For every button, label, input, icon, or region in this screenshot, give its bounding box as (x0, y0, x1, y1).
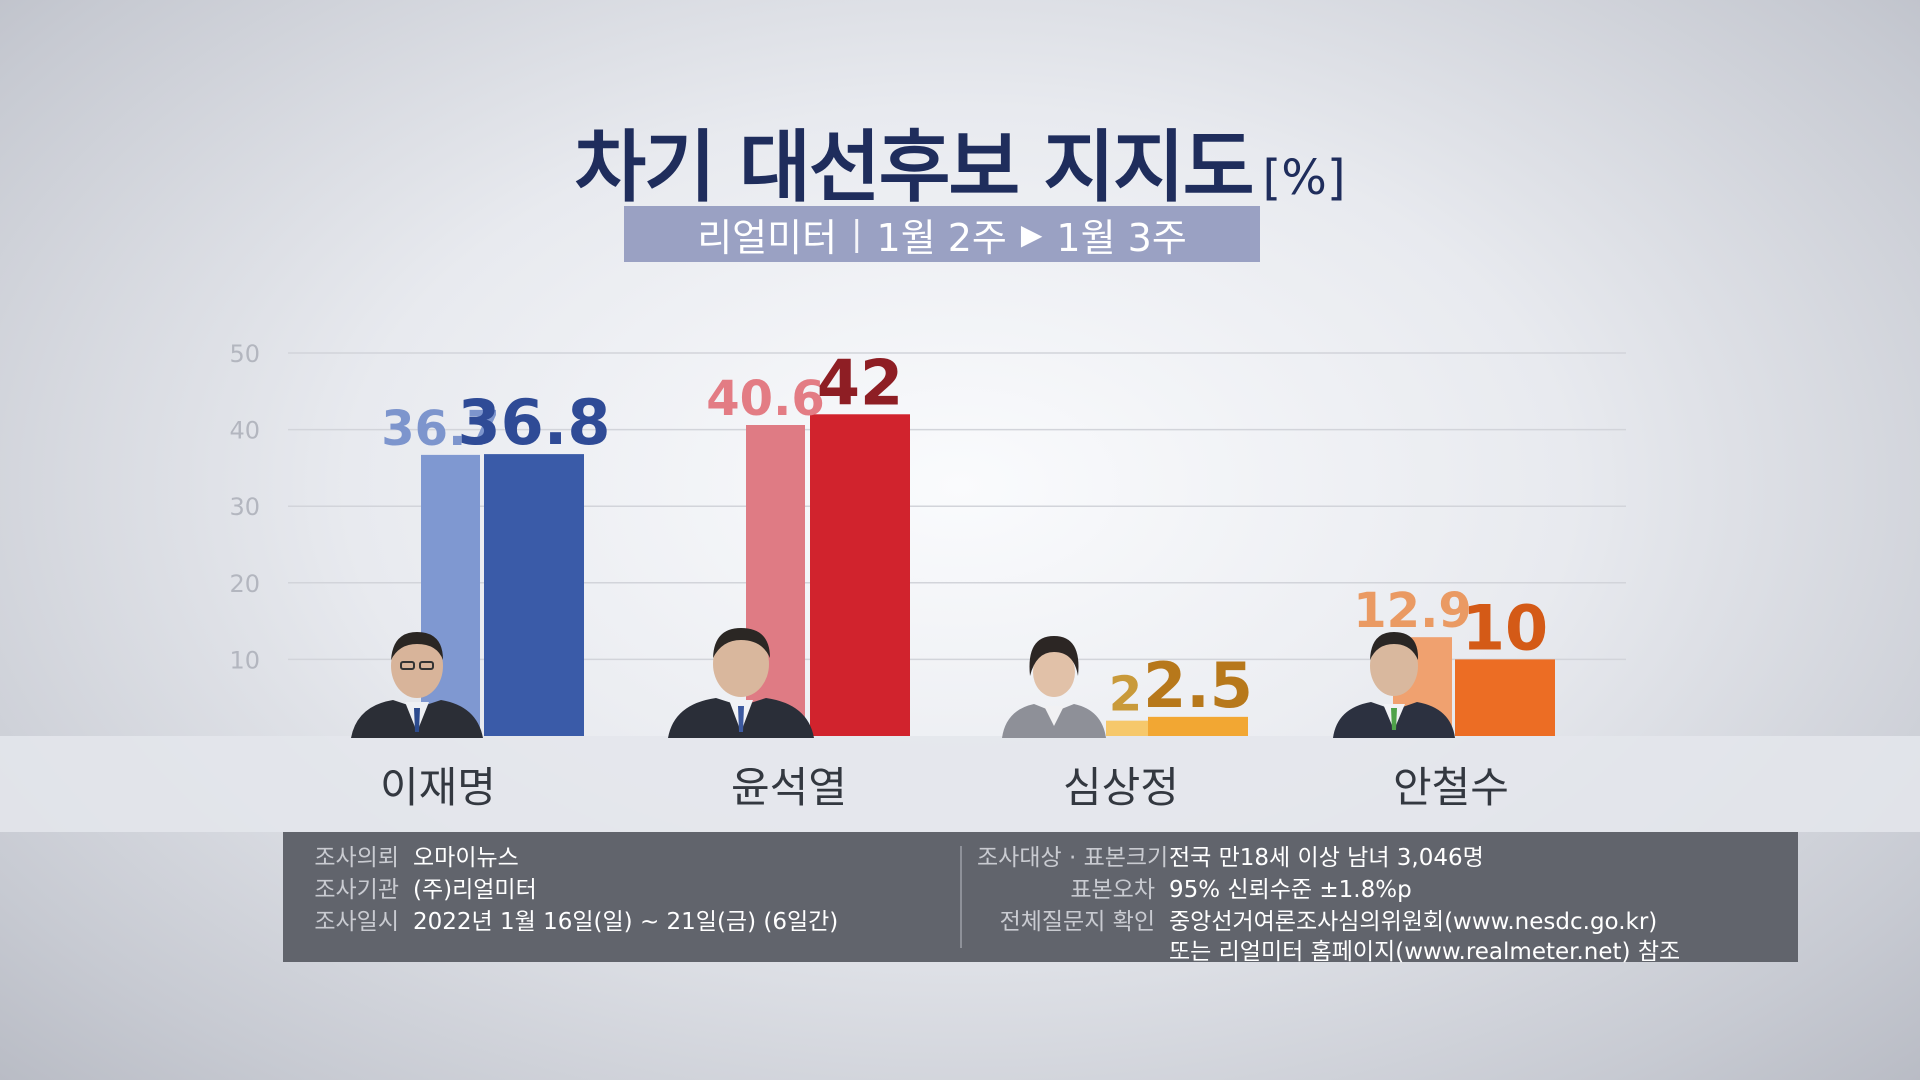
y-tick-label: 30 (229, 493, 260, 521)
candidate-photo-ahncs (1333, 632, 1455, 738)
title-unit: [%] (1262, 150, 1346, 206)
info-value: 전국 만18세 이상 남녀 3,046명 (1169, 845, 1484, 871)
value-label-ahncs-prev: 12.9 (1353, 583, 1471, 639)
candidate-photo-simsj (1002, 636, 1106, 738)
info-value: 2022년 1월 16일(일) ~ 21일(금) (6일간) (413, 909, 839, 935)
value-label-yoonsy-prev: 40.6 (706, 371, 824, 427)
subtitle-bar: 리얼미터 | 1월 2주 ▶ 1월 3주 (624, 206, 1260, 262)
period-prev: 1월 2주 (876, 215, 1007, 260)
candidate-photo-leejm (351, 632, 483, 738)
info-value: (주)리얼미터 (413, 877, 537, 903)
bar-simsj-curr (1148, 716, 1248, 736)
info-row-questionnaire-cont: 또는 리얼미터 홈페이지(www.realmeter.net) 참조 (977, 932, 1680, 966)
value-label-leejm-prev: 36.7 (381, 401, 499, 457)
bar-ahncs-curr (1455, 659, 1555, 736)
value-label-yoonsy-curr: 42 (817, 346, 903, 419)
info-value: 95% 신뢰수준 ±1.8%p (1169, 877, 1412, 903)
candidate-name-band (0, 736, 1920, 832)
pollster-name: 리얼미터 (697, 215, 838, 260)
y-tick-label: 50 (229, 340, 260, 368)
info-key: 조사대상 · 표본크기 (977, 845, 1169, 871)
info-row-date: 조사일시 2022년 1월 16일(일) ~ 21일(금) (6일간) (307, 902, 838, 936)
period-curr: 1월 3주 (1056, 215, 1187, 260)
value-label-simsj-curr: 2.5 (1143, 649, 1253, 722)
info-row-agency: 조사기관 (주)리얼미터 (307, 870, 537, 904)
candidate-name-yoonsy: 윤석열 (731, 763, 847, 812)
info-row-error: 표본오차 95% 신뢰수준 ±1.8%p (977, 870, 1412, 904)
value-label-ahncs-curr: 10 (1462, 591, 1548, 664)
candidate-photo-yoonsy (668, 628, 814, 738)
bar-yoonsy-curr (810, 414, 910, 736)
info-key: 전체질문지 확인 (999, 909, 1155, 935)
value-label-simsj-prev: 2 (1109, 667, 1142, 723)
info-key: 조사의뢰 (314, 845, 399, 871)
info-key: 조사일시 (314, 909, 399, 935)
candidate-name-ahncs: 안철수 (1393, 763, 1509, 812)
info-key: 조사기관 (314, 877, 399, 903)
info-value: 오마이뉴스 (413, 845, 519, 871)
chart-title-block: 차기 대선후보 지지도 [%] (0, 105, 1920, 217)
candidate-name-simsj: 심상정 (1063, 763, 1179, 812)
chart-title: 차기 대선후보 지지도 (574, 123, 1254, 213)
candidate-name-leejm: 이재명 (380, 763, 496, 812)
y-tick-label: 20 (229, 570, 260, 598)
arrow-right-icon: ▶ (1020, 217, 1043, 251)
info-key: 표본오차 (1070, 877, 1155, 903)
info-value: 또는 리얼미터 홈페이지(www.realmeter.net) 참조 (1169, 939, 1681, 965)
value-label-leejm-curr: 36.8 (458, 386, 611, 459)
y-tick-label: 40 (229, 417, 260, 445)
info-row-questionnaire: 전체질문지 확인 중앙선거여론조사심의위원회(www.nesdc.go.kr) (977, 902, 1658, 936)
info-row-requester: 조사의뢰 오마이뉴스 (307, 838, 519, 872)
bar-leejm-curr (484, 454, 584, 736)
info-value: 중앙선거여론조사심의위원회(www.nesdc.go.kr) (1169, 909, 1658, 935)
subtitle-separator: | (851, 214, 863, 254)
survey-info-box: 조사의뢰 오마이뉴스 조사기관 (주)리얼미터 조사일시 2022년 1월 16일(일… (283, 832, 1798, 965)
info-divider (960, 846, 962, 948)
info-row-sample: 조사대상 · 표본크기전국 만18세 이상 남녀 3,046명 (977, 838, 1484, 872)
y-tick-label: 10 (229, 646, 260, 674)
